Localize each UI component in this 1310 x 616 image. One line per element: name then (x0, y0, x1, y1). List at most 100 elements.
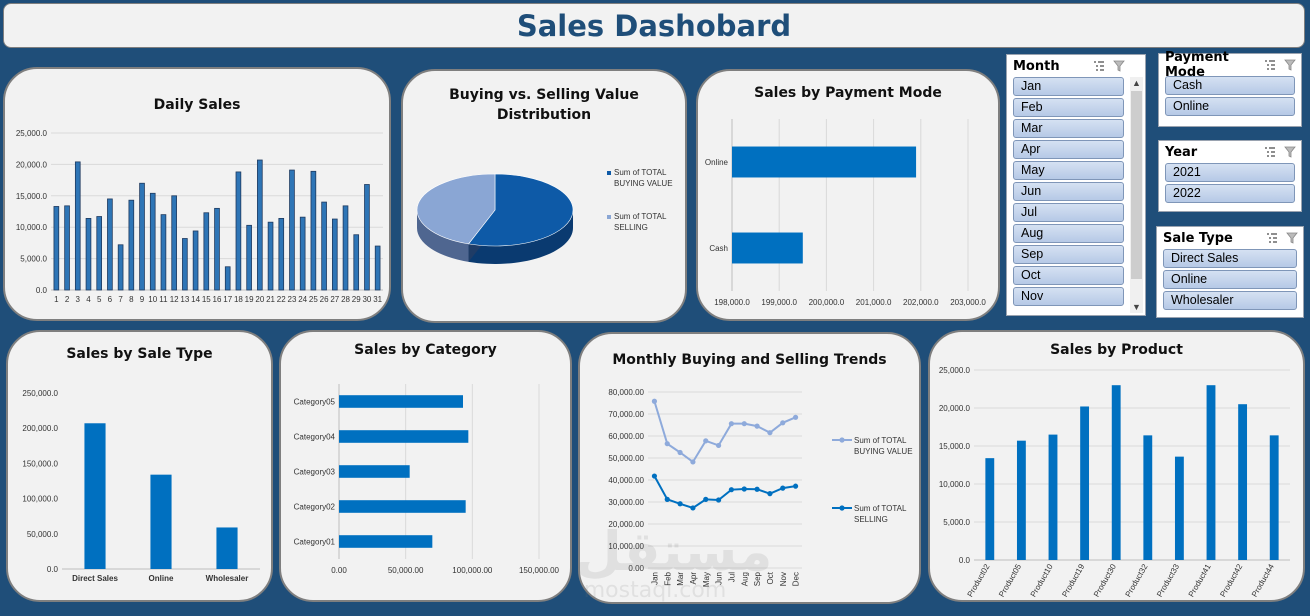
y-tick-label: 40,000.00 (608, 476, 644, 485)
month-slicer-item[interactable]: Jan (1013, 77, 1124, 96)
y-tick-label: 20,000.0 (939, 404, 971, 413)
x-tick-label: 199,000.0 (761, 298, 797, 307)
x-tick-label: 150,000.00 (519, 566, 560, 575)
y-tick-label: Online (705, 158, 729, 167)
data-point (651, 398, 658, 404)
bar (74, 161, 81, 291)
data-point (767, 491, 773, 497)
buying-selling-title-line2: Distribution (496, 107, 592, 123)
month-slicer-scrollbar[interactable]: ▲ ▼ (1130, 77, 1143, 313)
sale-type-slicer-item[interactable]: Wholesaler (1163, 291, 1297, 310)
legend-label: Sum of TOTAL (614, 212, 667, 221)
payment-mode-slicer-item[interactable]: Cash (1165, 76, 1295, 95)
bar (1143, 435, 1153, 560)
scroll-thumb[interactable] (1131, 91, 1142, 279)
month-slicer-item[interactable]: Sep (1013, 245, 1124, 264)
series-line (653, 475, 796, 510)
sale-type-slicer-item[interactable]: Direct Sales (1163, 249, 1297, 268)
x-tick-label: Product44 (1250, 562, 1276, 599)
multi-select-icon[interactable] (1264, 146, 1276, 158)
month-slicer-item[interactable]: Aug (1013, 224, 1124, 243)
bar (203, 212, 210, 291)
x-tick-label: Dec (792, 572, 801, 586)
y-tick-label: 0.0 (959, 556, 971, 565)
year-slicer-item[interactable]: 2021 (1165, 163, 1295, 182)
month-slicer-item[interactable]: Mar (1013, 119, 1124, 138)
x-tick-label: Product02 (966, 562, 992, 599)
x-tick-label: 7 (118, 295, 123, 304)
bar (339, 465, 410, 478)
bar (96, 216, 103, 291)
legend-marker (839, 505, 845, 511)
x-tick-label: 13 (180, 295, 189, 304)
y-tick-label: Category02 (294, 503, 336, 512)
x-tick-label: 23 (288, 295, 297, 304)
x-tick-label: 26 (320, 295, 329, 304)
clear-filter-icon[interactable] (1284, 59, 1296, 71)
month-slicer-item[interactable]: Feb (1013, 98, 1124, 117)
legend-label: Sum of TOTAL (854, 436, 907, 445)
data-point (767, 430, 773, 436)
x-tick-label: 3 (76, 295, 81, 304)
payment-mode-slicer-title: Payment Mode (1165, 50, 1229, 80)
sale-type-slicer-title: Sale Type (1163, 230, 1233, 246)
bar (182, 238, 188, 291)
year-slicer-item[interactable]: 2022 (1165, 184, 1295, 203)
y-tick-label: 10,000.00 (608, 542, 644, 551)
buying-selling-chart: Sum of TOTAL BUYING VALUE Sum of TOTAL SELL… (416, 168, 673, 264)
x-tick-label: 0.00 (331, 566, 347, 575)
x-tick-label: 31 (373, 295, 382, 304)
chevron-down-icon[interactable]: ▼ (1132, 302, 1141, 312)
y-tick-label: 15,000.0 (939, 442, 971, 451)
daily-sales-title: Daily Sales (153, 97, 241, 113)
bar (267, 221, 274, 291)
month-slicer-item[interactable]: Apr (1013, 140, 1124, 159)
bar (1206, 385, 1216, 560)
bar (353, 234, 360, 291)
month-slicer-items: Jan Feb Mar Apr May Jun Jul Aug Sep Oct … (1007, 77, 1130, 306)
x-tick-label: Sep (753, 571, 762, 586)
multi-select-icon[interactable] (1093, 60, 1105, 72)
month-slicer-item[interactable]: Nov (1013, 287, 1124, 306)
x-tick-label: 2 (65, 295, 70, 304)
clear-filter-icon[interactable] (1113, 60, 1125, 72)
chevron-up-icon[interactable]: ▲ (1132, 78, 1141, 88)
month-slicer-item[interactable]: Jun (1013, 182, 1124, 201)
monthly-trends-title: Monthly Buying and Selling Trends (612, 352, 887, 368)
x-tick-label: 9 (140, 295, 145, 304)
y-tick-label: 200,000.0 (22, 424, 58, 433)
month-slicer-item[interactable]: Jul (1013, 203, 1124, 222)
bar (321, 201, 327, 291)
clear-filter-icon[interactable] (1284, 146, 1296, 158)
y-tick-label: 250,000.0 (22, 389, 58, 398)
bar (150, 474, 172, 569)
y-tick-label: 20,000.0 (16, 160, 48, 169)
x-tick-label: Feb (663, 571, 672, 585)
multi-select-icon[interactable] (1264, 59, 1276, 71)
x-tick-label: Product41 (1187, 562, 1213, 599)
x-tick-label: Oct (766, 571, 775, 584)
x-tick-label: Aug (740, 572, 749, 586)
bar (339, 535, 433, 548)
clear-filter-icon[interactable] (1286, 232, 1298, 244)
bar (732, 146, 917, 178)
month-slicer-item[interactable]: Oct (1013, 266, 1124, 285)
payment-mode-slicer-item[interactable]: Online (1165, 97, 1295, 116)
legend-label: BUYING VALUE (614, 179, 673, 188)
y-tick-label: Category04 (294, 433, 336, 442)
data-point (664, 496, 670, 502)
x-tick-label: 19 (245, 295, 254, 304)
daily-sales-chart: 0.0 5,000.0 10,000.0 15,000.0 20,000.0 25,000… (16, 129, 383, 304)
series-line (653, 400, 796, 464)
bar (64, 205, 70, 291)
x-tick-label: 16 (213, 295, 222, 304)
x-tick-label: Online (149, 574, 174, 583)
x-tick-label: Apr (689, 572, 698, 585)
x-tick-label: Product10 (1029, 562, 1055, 599)
x-tick-label: 29 (352, 295, 361, 304)
x-tick-label: Product30 (1092, 562, 1118, 599)
sale-type-slicer-item[interactable]: Online (1163, 270, 1297, 289)
multi-select-icon[interactable] (1266, 232, 1278, 244)
legend-label: Sum of TOTAL (614, 168, 667, 177)
month-slicer-item[interactable]: May (1013, 161, 1124, 180)
